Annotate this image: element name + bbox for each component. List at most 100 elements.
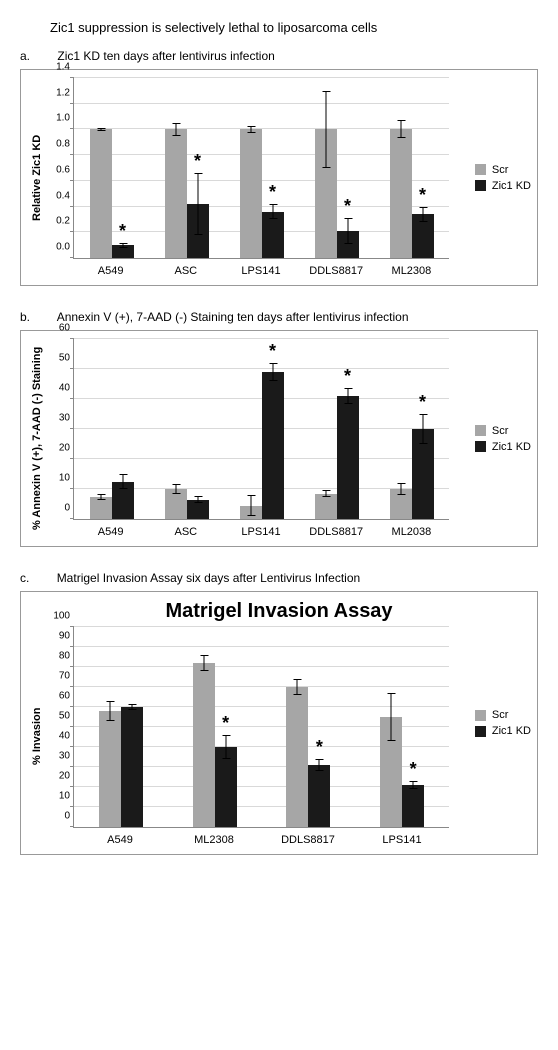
xlabel: LPS141 [223, 526, 298, 538]
xlabel: LPS141 [223, 265, 298, 277]
sig-star: * [119, 227, 126, 235]
bar-group: * [262, 627, 356, 827]
legend-kd: Zic1 KD [475, 441, 531, 453]
legend-scr: Scr [475, 709, 531, 721]
bar-kd [187, 500, 209, 520]
bar-group: * [224, 339, 299, 519]
plot-a: 0.00.20.40.60.81.01.21.4***** [73, 78, 449, 259]
bar-group: * [299, 339, 374, 519]
bar-kd: * [262, 212, 284, 258]
bar-kd: * [337, 231, 359, 258]
bar-scr [90, 129, 112, 258]
panel-b-label: b. Annexin V (+), 7-AAD (-) Staining ten… [20, 310, 538, 324]
bar-scr [193, 663, 215, 827]
xlabel: DDLS8817 [299, 526, 374, 538]
chart-a: Relative Zic1 KD 0.00.20.40.60.81.01.21.… [20, 69, 538, 286]
chart-b-ylabel: % Annexin V (+), 7-AAD (-) Staining [29, 339, 45, 538]
plot-b: 0102030405060*** [73, 339, 449, 520]
legend-kd-label: Zic1 KD [492, 180, 531, 192]
bar-kd [121, 707, 143, 827]
legend-kd-label: Zic1 KD [492, 725, 531, 737]
legend-scr-label: Scr [492, 425, 509, 437]
sig-star: * [344, 372, 351, 380]
chart-c-title: Matrigel Invasion Assay [29, 600, 529, 623]
bar-kd: * [412, 214, 434, 258]
bar-group: * [374, 78, 449, 258]
swatch-scr [475, 425, 486, 436]
xlabel: DDLS8817 [299, 265, 374, 277]
legend-scr: Scr [475, 164, 531, 176]
bar-group: * [374, 339, 449, 519]
bar-group: * [299, 78, 374, 258]
chart-c-ylabel: % Invasion [29, 627, 45, 846]
xlabels-b: A549ASCLPS141DDLS8817ML2038 [73, 526, 449, 538]
panel-c-letter: c. [20, 571, 29, 585]
panel-a-title: Zic1 KD ten days after lentivirus infect… [57, 49, 274, 63]
bar-kd: * [402, 785, 424, 827]
legend-kd: Zic1 KD [475, 180, 531, 192]
xlabel: A549 [73, 265, 148, 277]
panel-a-letter: a. [20, 49, 30, 63]
sig-star: * [194, 157, 201, 165]
legend-scr-label: Scr [492, 164, 509, 176]
bar-kd: * [112, 245, 134, 258]
xlabel: A549 [73, 526, 148, 538]
bar-scr [165, 489, 187, 519]
panel-a-label: a. Zic1 KD ten days after lentivirus inf… [20, 49, 538, 63]
bar-group: * [149, 78, 224, 258]
plot-c: 0102030405060708090100*** [73, 627, 449, 828]
legend-kd-label: Zic1 KD [492, 441, 531, 453]
panel-c-label: c. Matrigel Invasion Assay six days afte… [20, 571, 538, 585]
swatch-kd [475, 726, 486, 737]
xlabel: DDLS8817 [261, 834, 355, 846]
sig-star: * [419, 191, 426, 199]
panel-b-title: Annexin V (+), 7-AAD (-) Staining ten da… [57, 310, 409, 324]
sig-star: * [222, 719, 229, 727]
bar-scr [99, 711, 121, 827]
swatch-scr [475, 164, 486, 175]
sig-star: * [419, 398, 426, 406]
xlabel: ML2308 [374, 265, 449, 277]
bar-scr [240, 506, 262, 520]
figure-title: Zic1 suppression is selectively lethal t… [50, 20, 538, 35]
bar-scr [315, 129, 337, 258]
xlabels-c: A549ML2308DDLS8817LPS141 [73, 834, 449, 846]
bar-kd [112, 482, 134, 520]
bar-group: * [355, 627, 449, 827]
swatch-kd [475, 180, 486, 191]
xlabel: ASC [148, 265, 223, 277]
bar-group [149, 339, 224, 519]
bar-group: * [224, 78, 299, 258]
xlabel: ML2308 [167, 834, 261, 846]
bar-kd: * [215, 747, 237, 827]
sig-star: * [410, 765, 417, 773]
panel-c-title: Matrigel Invasion Assay six days after L… [57, 571, 360, 585]
swatch-kd [475, 441, 486, 452]
legend-kd: Zic1 KD [475, 725, 531, 737]
bar-scr [315, 494, 337, 520]
bar-group: * [168, 627, 262, 827]
bar-scr [165, 129, 187, 258]
bar-scr [90, 497, 112, 520]
bar-group [74, 339, 149, 519]
bar-kd: * [308, 765, 330, 827]
xlabel: ML2038 [374, 526, 449, 538]
swatch-scr [475, 710, 486, 721]
xlabel: LPS141 [355, 834, 449, 846]
bar-scr [390, 129, 412, 258]
legend-c: Scr Zic1 KD [475, 705, 531, 741]
sig-star: * [269, 188, 276, 196]
bar-scr [390, 489, 412, 519]
legend-a: Scr Zic1 KD [475, 160, 531, 196]
bar-scr [380, 717, 402, 827]
xlabel: A549 [73, 834, 167, 846]
chart-b: % Annexin V (+), 7-AAD (-) Staining 0102… [20, 330, 538, 547]
sig-star: * [269, 347, 276, 355]
bar-scr [286, 687, 308, 827]
chart-c: Matrigel Invasion Assay % Invasion 01020… [20, 591, 538, 855]
legend-scr: Scr [475, 425, 531, 437]
bar-kd: * [337, 396, 359, 519]
sig-star: * [344, 202, 351, 210]
bar-kd: * [412, 429, 434, 519]
bar-group: * [74, 78, 149, 258]
